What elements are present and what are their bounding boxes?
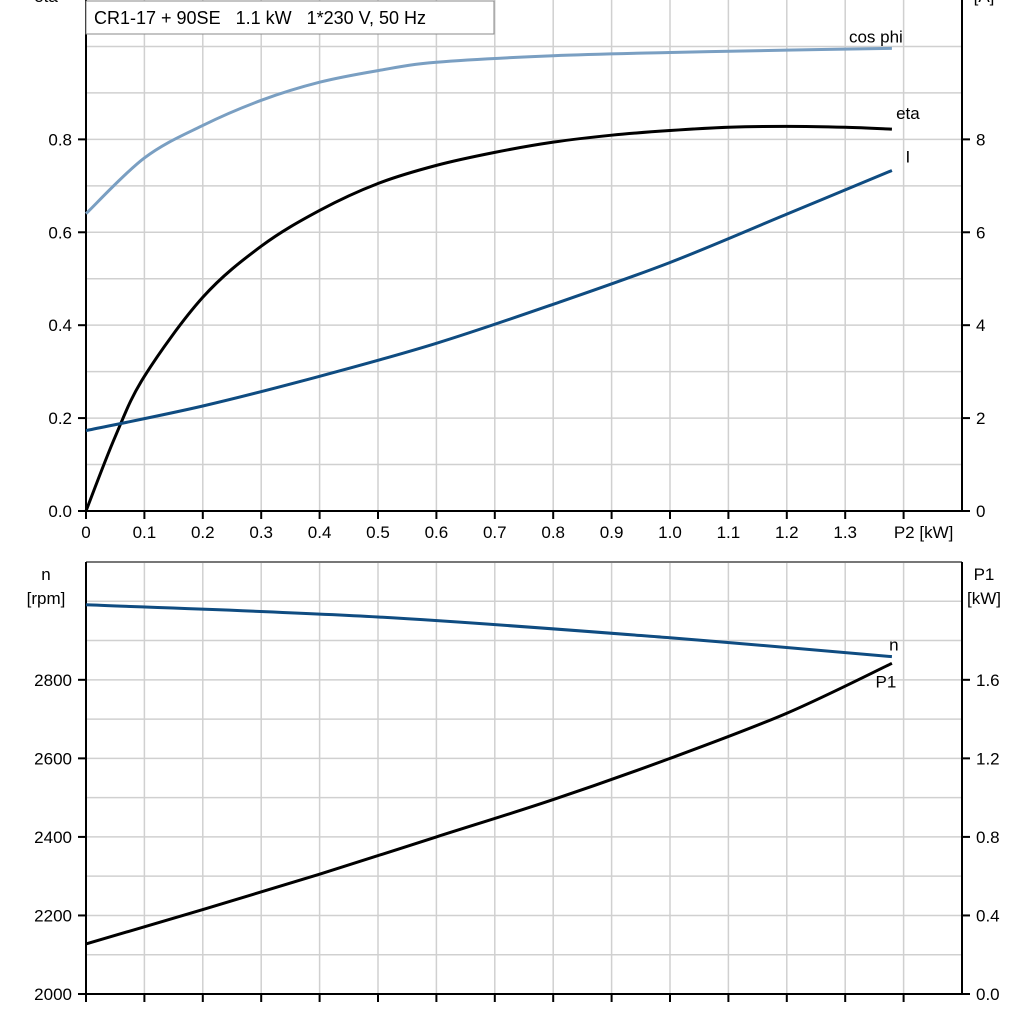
y-tick-label-left: 0.4 [48,316,72,335]
x-tick-label: 0.5 [366,523,390,542]
x-tick-label: 0.1 [133,523,157,542]
series-line-eta [84,124,892,512]
y-axis-label-right: [kW] [967,589,1001,608]
y-tick-label-left: 2400 [34,828,72,847]
x-tick-label: 1.0 [658,523,682,542]
y-tick-label-right: 6 [976,223,985,242]
x-tick-label: 0.3 [249,523,273,542]
y-tick-label-left: 0.8 [48,130,72,149]
y-tick-label-right: 0.8 [976,828,1000,847]
x-axis-label: P2 [kW] [894,523,954,542]
y-tick-label-right: 0 [976,502,985,521]
y-tick-label-right: 8 [976,130,985,149]
series-label-cos-phi: cos phi [849,27,903,46]
y-axis-label-right: [A] [974,0,995,6]
x-tick-label: 1.3 [833,523,857,542]
title-box [85,0,495,35]
series-line-cos-phi [84,46,892,215]
y-tick-label-left: 2200 [34,906,72,925]
y-axis-label-left: n [41,565,50,584]
x-tick-label: 1.1 [717,523,741,542]
series-line-i [85,169,893,433]
y-axis-label-left: [rpm] [27,589,66,608]
y-tick-label-left: 2600 [34,749,72,768]
series-label-eta: eta [896,104,920,123]
x-tick-label: 1.2 [775,523,799,542]
x-tick-label: 0.8 [541,523,565,542]
lower-plot: 2000 2200 2400 2600 2800 0.0 0.4 0.8 1.2 1.6 n [rpm… [27,561,1001,1004]
series-line-n [85,603,893,659]
series-line-p1 [85,661,893,946]
x-tick-label: 0.6 [425,523,449,542]
y-tick-label-right: 2 [976,409,985,428]
chart-title: CR1-17 + 90SE 1.1 kW 1*230 V, 50 Hz [94,8,426,28]
y-tick-label-left: 0.6 [48,223,72,242]
x-tick-label: 0 [81,523,90,542]
y-tick-label-left: 2800 [34,671,72,690]
x-tick-label: 0.4 [308,523,332,542]
series-label-i: I [906,147,911,166]
series-label-p1: P1 [876,672,897,691]
x-tick-label: 0.7 [483,523,507,542]
x-tick-label: 0.2 [191,523,215,542]
y-tick-label-right: 0.0 [976,985,1000,1004]
upper-plot: 0.0 0.2 0.4 0.6 0.8 0 2 4 6 8 0 0.1 0.2 0.3 0.4 0.5 0.6 0… [34,0,995,542]
y-axis-label-right: P1 [974,565,995,584]
y-tick-label-right: 4 [976,316,985,335]
x-tick-label: 0.9 [600,523,624,542]
y-tick-label-left: 2000 [34,985,72,1004]
series-label-n: n [889,636,898,655]
y-tick-label-right: 1.6 [976,671,1000,690]
y-tick-label-right: 1.2 [976,749,1000,768]
y-tick-label-right: 0.4 [976,906,1000,925]
y-tick-label-left: 0.0 [48,502,72,521]
y-axis-label-left: eta [34,0,58,6]
y-tick-label-left: 0.2 [48,409,72,428]
